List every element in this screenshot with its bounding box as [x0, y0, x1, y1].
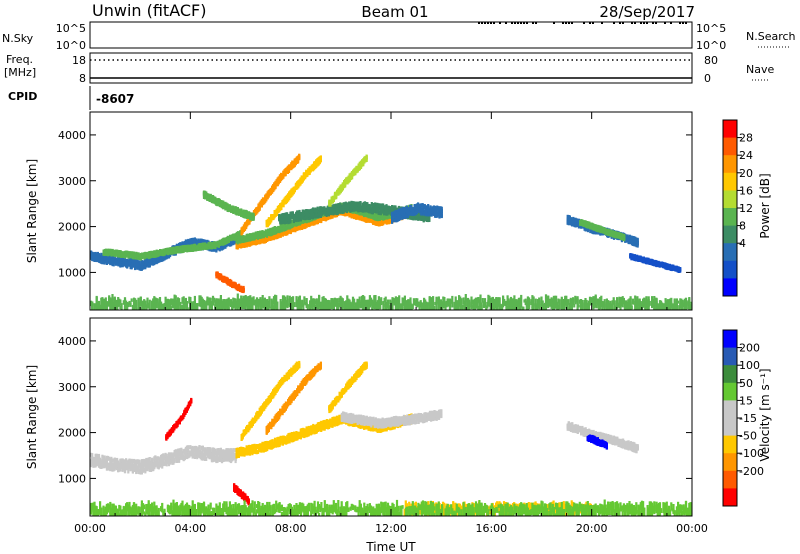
velocity-ylabel: Slant Range [km]	[25, 365, 39, 469]
nave-label: Nave	[746, 63, 774, 76]
power-colorbar-swatch-9	[723, 278, 737, 297]
velocity-colorbar-tick-1: 100	[739, 359, 760, 372]
nave-bottom-tick: 0	[704, 72, 711, 85]
velocity-echo-band-3	[265, 361, 322, 435]
velocity-colorbar-swatch-9	[723, 488, 737, 507]
power-colorbar-swatch-8	[723, 260, 737, 279]
velocity-colorbar-tick-5: -50	[739, 430, 757, 443]
power-colorbar-tick-4: 12	[739, 202, 753, 215]
velocity-echo-band-4	[328, 361, 368, 414]
power-colorbar-tick-2: 20	[739, 167, 753, 180]
power-ytick-label-3: 4000	[58, 129, 86, 142]
velocity-colorbar-swatch-5	[723, 418, 737, 437]
velocity-colorbar: 200 100 50 15 -15 -50 -100 -200	[722, 329, 764, 507]
velocity-colorbar-swatch-4	[723, 400, 737, 419]
xtick-label-3: 12:00	[375, 522, 407, 535]
power-colorbar-swatch-6	[723, 225, 737, 244]
xtick-label-4: 16:00	[475, 522, 507, 535]
power-colorbar-swatch-4	[723, 190, 737, 209]
velocity-echo-band-7	[233, 483, 250, 506]
nsky-panel: N.Sky 10^5 10^0 10^5 10^0 N.Search	[2, 21, 796, 52]
velocity-echo-band-0	[90, 445, 237, 475]
freq-bottom-tick: 8	[79, 72, 86, 85]
nave-top-tick: 80	[704, 54, 718, 67]
velocity-panel: 1000 2000 3000 4000 00:00 04:00 08:00 12:00 16:0…	[25, 317, 708, 554]
velocity-colorbar-swatch-2	[723, 365, 737, 384]
velocity-colorbar-tick-6: -100	[739, 447, 764, 460]
velocity-colorbar-tick-7: -200	[739, 465, 764, 478]
power-colorbar-tick-3: 16	[739, 184, 753, 197]
nsearch-bottom-tick: 10^0	[696, 39, 726, 52]
velocity-colorbar-swatch-7	[723, 453, 737, 472]
power-colorbar-swatch-3	[723, 172, 737, 191]
velocity-ytick-label-1: 2000	[58, 427, 86, 440]
velocity-colorbar-swatch-0	[723, 330, 737, 349]
power-colorbar-swatch-7	[723, 243, 737, 262]
time-xlabel: Time UT	[365, 540, 416, 554]
power-colorbar-tick-5: 8	[739, 220, 746, 233]
xtick-label-2: 08:00	[275, 522, 307, 535]
velocity-ytick-label-2: 3000	[58, 381, 86, 394]
freq-panel: Freq. [MHz] 18 8 80 0 Nave	[4, 52, 774, 85]
date-title: 28/Sep/2017	[599, 3, 695, 21]
cpid-value: -8607	[96, 92, 134, 106]
power-colorbar-swatch-0	[723, 120, 737, 139]
velocity-colorbar-swatch-3	[723, 382, 737, 401]
velocity-echo-band-2	[240, 360, 301, 441]
power-echo-band-13	[215, 271, 245, 294]
power-colorbar-swatch-1	[723, 137, 737, 156]
power-echo-band-1	[102, 229, 243, 261]
power-colorbar-tick-0: 28	[739, 132, 753, 145]
nsky-top-tick: 10^5	[56, 22, 86, 35]
power-echo-band-9	[202, 190, 255, 221]
power-colorbar-swatch-2	[723, 155, 737, 174]
power-colorbar-label: Power [dB]	[758, 173, 772, 238]
power-echo-band-12	[629, 253, 682, 273]
freq-label-2: [MHz]	[4, 66, 36, 79]
cpid-label: CPID	[8, 90, 37, 103]
power-echo-band-5	[391, 202, 443, 224]
power-echo-band-11	[579, 219, 626, 242]
velocity-colorbar-tick-4: -15	[739, 412, 757, 425]
power-echo-band-14	[90, 293, 692, 310]
power-colorbar: 28 24 20 16 12 8 4	[722, 119, 753, 297]
power-ytick-label-2: 3000	[58, 175, 86, 188]
velocity-echo-band-8	[566, 421, 639, 454]
power-echo-band-7	[265, 155, 322, 228]
velocity-echo-band-6	[165, 397, 193, 441]
velocity-colorbar-swatch-1	[723, 347, 737, 366]
power-echo-band-8	[328, 154, 368, 207]
beam-title: Beam 01	[361, 3, 428, 21]
power-ylabel: Slant Range [km]	[25, 159, 39, 263]
velocity-echo-band-5	[340, 409, 443, 429]
velocity-colorbar-swatch-8	[723, 470, 737, 489]
velocity-echo-band-11	[90, 499, 692, 516]
power-colorbar-tick-1: 24	[739, 149, 753, 162]
xtick-label-0: 00:00	[74, 522, 106, 535]
velocity-colorbar-label: Velocity [m s⁻¹]	[758, 368, 772, 461]
velocity-colorbar-swatch-6	[723, 435, 737, 454]
power-colorbar-swatch-5	[723, 208, 737, 227]
power-ytick-label-0: 1000	[58, 266, 86, 279]
xtick-label-5: 20:00	[576, 522, 608, 535]
freq-label-1: Freq.	[6, 53, 33, 66]
freq-top-tick: 18	[72, 54, 86, 67]
nsearch-top-tick: 10^5	[696, 22, 726, 35]
velocity-colorbar-tick-3: 15	[739, 394, 753, 407]
xtick-label-1: 04:00	[174, 522, 206, 535]
station-title: Unwin (fitACF)	[92, 1, 206, 20]
xtick-label-6: 00:00	[676, 522, 708, 535]
velocity-colorbar-tick-2: 50	[739, 377, 753, 390]
velocity-ytick-label-0: 1000	[58, 472, 86, 485]
velocity-ytick-label-3: 4000	[58, 335, 86, 348]
power-ytick-label-1: 2000	[58, 221, 86, 234]
velocity-colorbar-tick-0: 200	[739, 342, 760, 355]
nsky-bottom-tick: 10^0	[56, 39, 86, 52]
nsearch-label: N.Search	[746, 30, 796, 43]
power-colorbar-tick-6: 4	[739, 237, 746, 250]
power-panel: 1000 2000 3000 4000 Slant Range [km]	[25, 111, 693, 311]
nsky-label: N.Sky	[2, 32, 34, 45]
velocity-echo-band-9	[586, 434, 608, 450]
